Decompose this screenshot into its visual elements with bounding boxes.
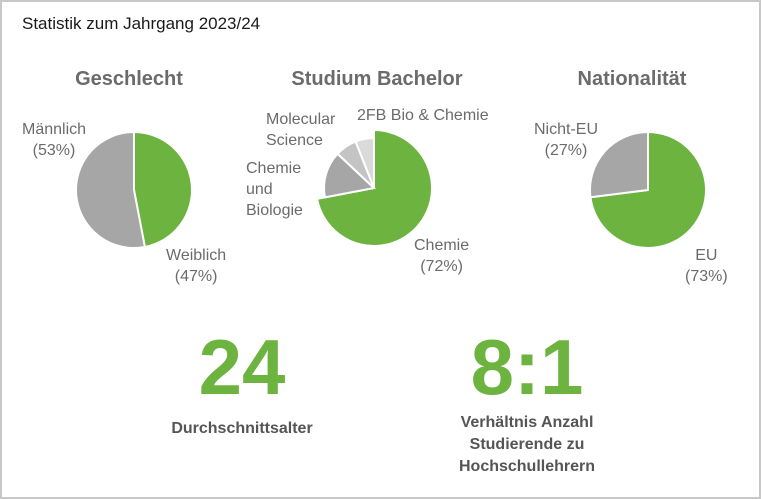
- slice-label-2fb-bio-chemie: 2FB Bio & Chemie: [357, 107, 489, 124]
- pie-slice-2fb-bio-chemie: [354, 136, 375, 189]
- stat-caption-durchschnittsalter: Durchschnittsalter: [171, 420, 313, 437]
- page-title: Statistik zum Jahrgang 2023/24: [22, 14, 261, 33]
- stat-caption-verhaeltnis: Verhältnis Anzahl Studierende zu Hochsch…: [458, 414, 596, 475]
- pie-nationalitaet: [589, 130, 707, 249]
- pie-geschlecht: [75, 130, 193, 249]
- slice-label-chemie: Chemie (72%): [414, 237, 470, 275]
- chart-title-geschlecht: Geschlecht: [75, 68, 183, 90]
- chart-title-studium: Studium Bachelor: [291, 68, 463, 90]
- pie-slice-männlich: [75, 130, 147, 249]
- slice-label-maennlich: Männlich (53%): [22, 121, 87, 159]
- slice-label-chemie-und-biologie: Chemie und Biologie: [246, 160, 303, 219]
- slice-label-nicht-eu: Nicht-EU (27%): [534, 121, 599, 159]
- stat-value-verhaeltnis: 8:1: [470, 323, 584, 411]
- slice-label-weiblich: Weiblich (47%): [166, 247, 227, 285]
- slice-label-eu: EU (73%): [685, 247, 728, 285]
- stat-value-durchschnittsalter: 24: [198, 323, 286, 411]
- pie-studium-bachelor: [315, 128, 433, 247]
- slice-label-molecular-science: Molecular Science: [266, 111, 336, 149]
- pie-slice-nicht-eu: [589, 130, 649, 199]
- pie-slice-weiblich: [133, 130, 193, 249]
- chart-title-nationalitaet: Nationalität: [577, 68, 687, 90]
